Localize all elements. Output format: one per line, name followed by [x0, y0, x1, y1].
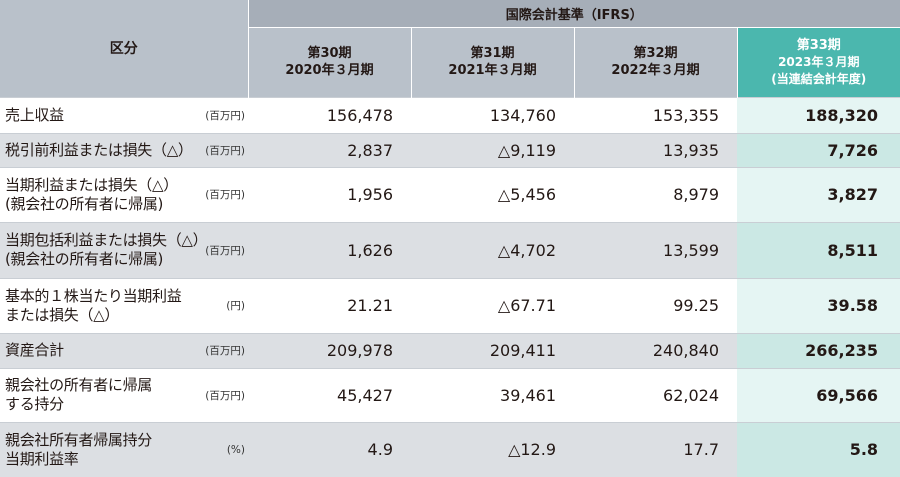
- row-unit: (百万円): [196, 133, 248, 167]
- row-total-assets: 資産合計 (百万円) 209,978 209,411 240,840 266,2…: [0, 333, 900, 368]
- value-fy31: △4,702: [411, 222, 574, 278]
- value-fy31: △9,119: [411, 133, 574, 167]
- row-label-line1: 親会社の所有者に帰属: [5, 376, 196, 395]
- category-header: 区分: [0, 0, 248, 97]
- row-eps: 基本的１株当たり当期利益 または損失（△） (円) 21.21 △67.71 9…: [0, 278, 900, 333]
- row-profit-before-tax: 税引前利益または損失（△） (百万円) 2,837 △9,119 13,935 …: [0, 133, 900, 167]
- row-unit: (円): [196, 278, 248, 333]
- value-fy32: 13,935: [574, 133, 737, 167]
- row-label: 親会社所有者帰属持分 当期利益率: [0, 422, 196, 477]
- row-label-line2: する持分: [5, 395, 196, 414]
- value-fy33: 266,235: [737, 333, 900, 368]
- row-label-line2: または損失（△）: [5, 306, 196, 325]
- row-unit: (%): [196, 422, 248, 477]
- value-fy31: △67.71: [411, 278, 574, 333]
- value-fy30: 45,427: [248, 368, 411, 422]
- row-label-line1: 親会社所有者帰属持分: [5, 431, 196, 450]
- value-fy33: 5.8: [737, 422, 900, 477]
- value-fy32: 8,979: [574, 167, 737, 222]
- value-fy32: 99.25: [574, 278, 737, 333]
- row-unit: (百万円): [196, 97, 248, 133]
- value-fy32: 240,840: [574, 333, 737, 368]
- value-fy31: △5,456: [411, 167, 574, 222]
- row-label-line2: (親会社の所有者に帰属): [5, 250, 196, 269]
- row-label-line1: 売上収益: [5, 106, 196, 125]
- row-unit: (百万円): [196, 368, 248, 422]
- row-label: 税引前利益または損失（△）: [0, 133, 196, 167]
- value-fy30: 2,837: [248, 133, 411, 167]
- period-fiscal-year: 2022年３月期: [575, 62, 737, 79]
- row-label-line1: 当期包括利益または損失（△）: [5, 231, 196, 250]
- period-fiscal-year: 2023年３月期: [738, 54, 900, 71]
- value-fy33: 7,726: [737, 133, 900, 167]
- row-label-line1: 税引前利益または損失（△）: [5, 141, 196, 160]
- value-fy32: 153,355: [574, 97, 737, 133]
- period-header-32: 第32期 2022年３月期: [574, 27, 737, 97]
- period-number: 第31期: [412, 45, 574, 62]
- value-fy33: 188,320: [737, 97, 900, 133]
- period-header-30: 第30期 2020年３月期: [248, 27, 411, 97]
- value-fy33: 3,827: [737, 167, 900, 222]
- row-label: 親会社の所有者に帰属 する持分: [0, 368, 196, 422]
- row-label: 売上収益: [0, 97, 196, 133]
- value-fy31: 209,411: [411, 333, 574, 368]
- period-fiscal-year: 2020年３月期: [249, 62, 411, 79]
- row-label: 資産合計: [0, 333, 196, 368]
- value-fy30: 21.21: [248, 278, 411, 333]
- row-unit: (百万円): [196, 167, 248, 222]
- period-header-33-current: 第33期 2023年３月期 (当連結会計年度): [737, 27, 900, 97]
- value-fy30: 156,478: [248, 97, 411, 133]
- value-fy30: 1,956: [248, 167, 411, 222]
- value-fy31: △12.9: [411, 422, 574, 477]
- period-fiscal-year: 2021年３月期: [412, 62, 574, 79]
- value-fy30: 209,978: [248, 333, 411, 368]
- period-number: 第30期: [249, 45, 411, 62]
- row-label-line1: 基本的１株当たり当期利益: [5, 287, 196, 306]
- value-fy33: 39.58: [737, 278, 900, 333]
- row-label: 基本的１株当たり当期利益 または損失（△）: [0, 278, 196, 333]
- value-fy31: 134,760: [411, 97, 574, 133]
- period-current-note: (当連結会計年度): [738, 71, 900, 88]
- value-fy30: 4.9: [248, 422, 411, 477]
- row-label-line1: 資産合計: [5, 341, 196, 360]
- row-label: 当期利益または損失（△） (親会社の所有者に帰属): [0, 167, 196, 222]
- period-header-31: 第31期 2021年３月期: [411, 27, 574, 97]
- row-revenue: 売上収益 (百万円) 156,478 134,760 153,355 188,3…: [0, 97, 900, 133]
- value-fy32: 62,024: [574, 368, 737, 422]
- row-label-line2: 当期利益率: [5, 450, 196, 469]
- value-fy33: 69,566: [737, 368, 900, 422]
- period-number: 第32期: [575, 45, 737, 62]
- row-net-income: 当期利益または損失（△） (親会社の所有者に帰属) (百万円) 1,956 △5…: [0, 167, 900, 222]
- row-roe: 親会社所有者帰属持分 当期利益率 (%) 4.9 △12.9 17.7 5.8: [0, 422, 900, 477]
- value-fy32: 13,599: [574, 222, 737, 278]
- ifrs-header: 国際会計基準（IFRS）: [248, 0, 900, 27]
- row-label-line1: 当期利益または損失（△）: [5, 176, 196, 195]
- row-unit: (百万円): [196, 333, 248, 368]
- value-fy32: 17.7: [574, 422, 737, 477]
- value-fy30: 1,626: [248, 222, 411, 278]
- value-fy31: 39,461: [411, 368, 574, 422]
- value-fy33: 8,511: [737, 222, 900, 278]
- row-equity-attributable: 親会社の所有者に帰属 する持分 (百万円) 45,427 39,461 62,0…: [0, 368, 900, 422]
- row-label: 当期包括利益または損失（△） (親会社の所有者に帰属): [0, 222, 196, 278]
- row-label-line2: (親会社の所有者に帰属): [5, 195, 196, 214]
- period-number: 第33期: [738, 37, 900, 54]
- row-comprehensive-income: 当期包括利益または損失（△） (親会社の所有者に帰属) (百万円) 1,626 …: [0, 222, 900, 278]
